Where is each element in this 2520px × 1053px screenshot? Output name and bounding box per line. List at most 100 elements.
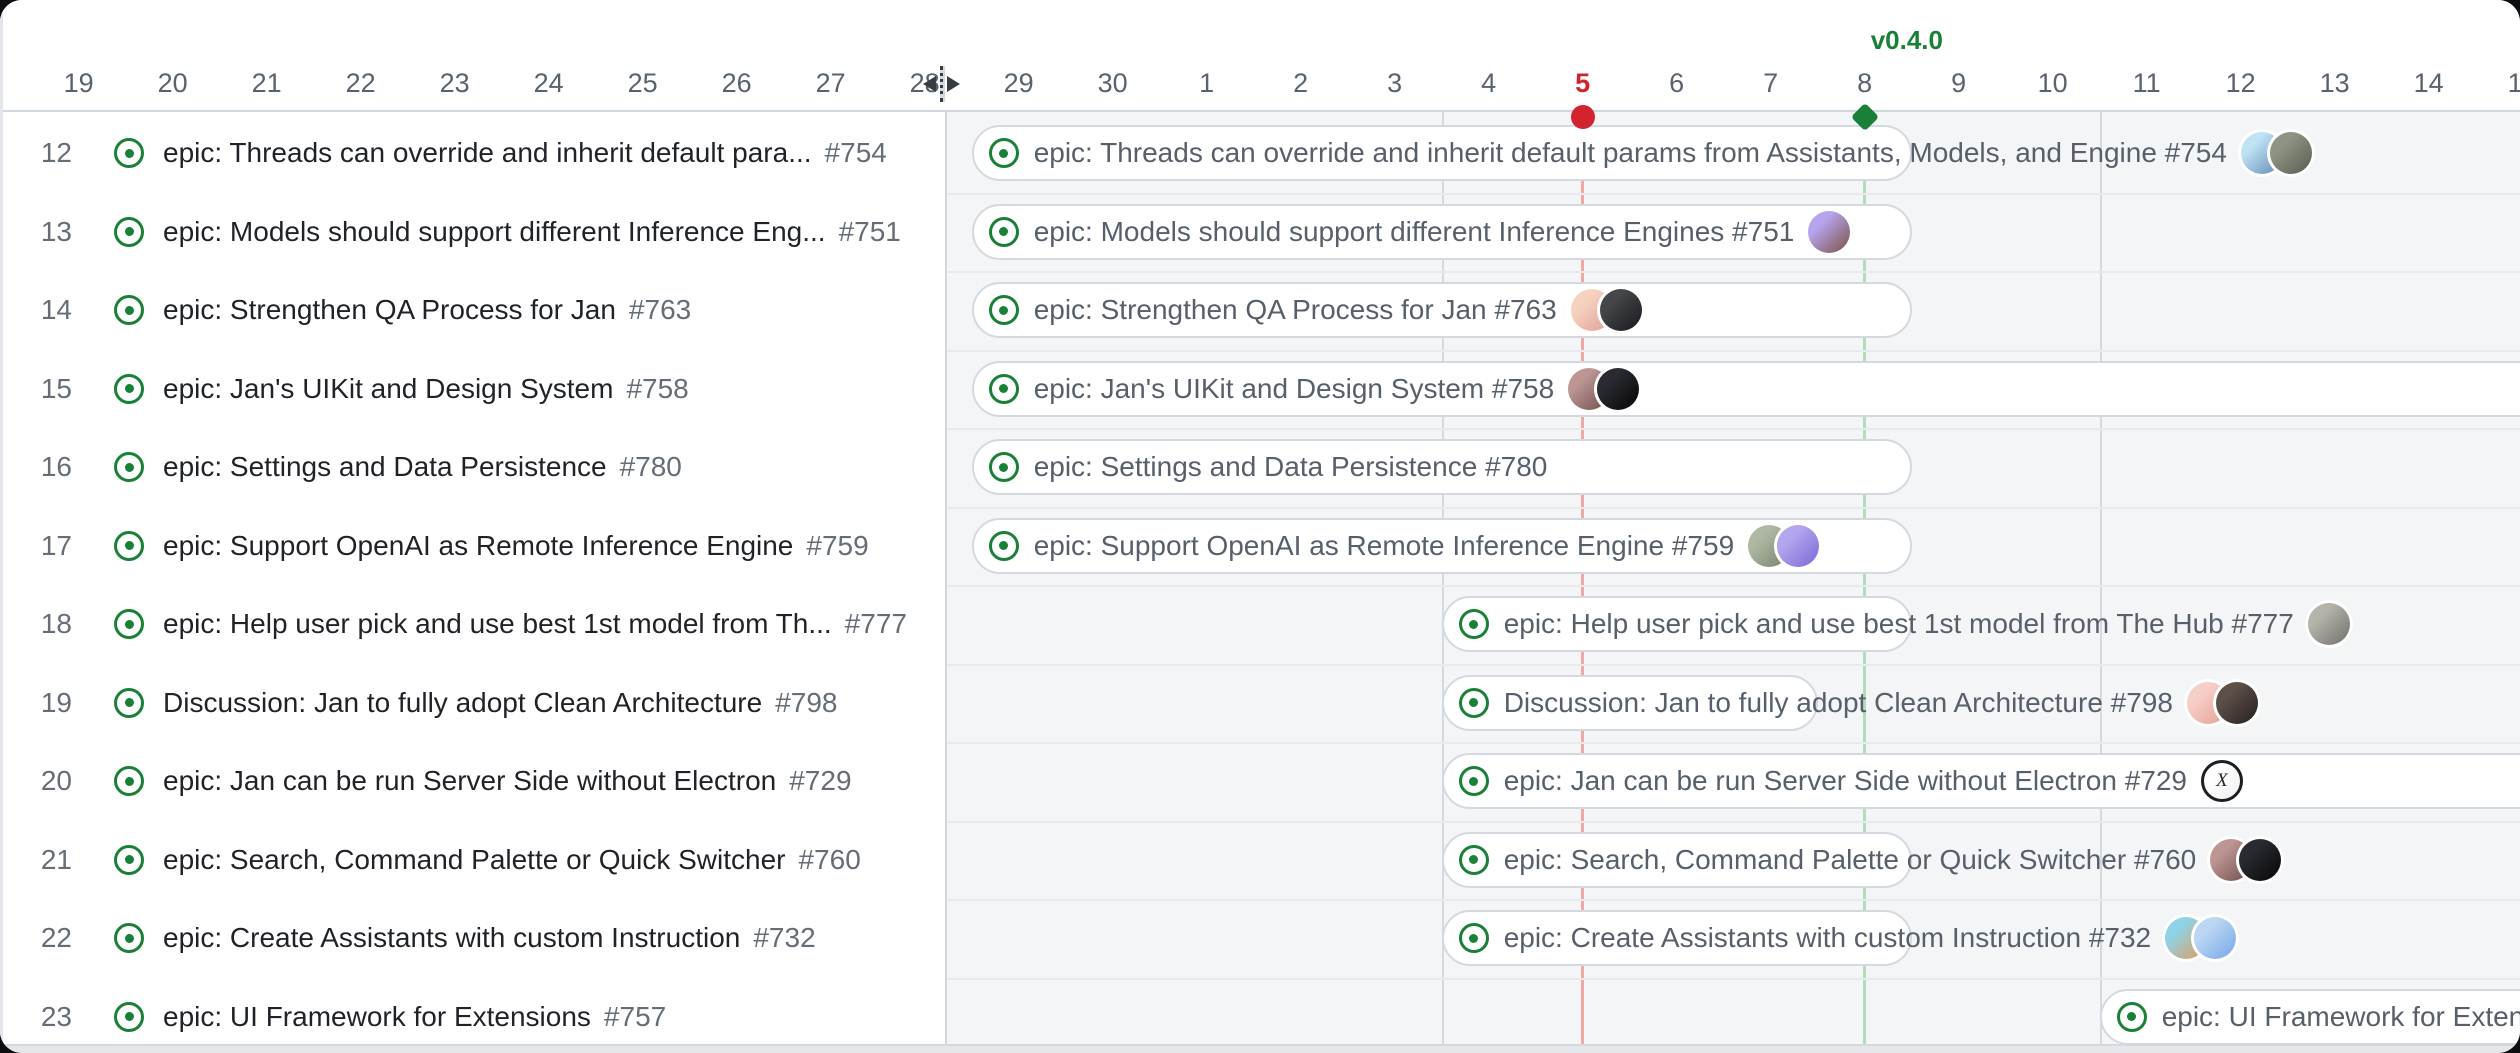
day-header-23: 23 (439, 68, 470, 98)
timeline-row (947, 350, 2520, 430)
bar-title: epic: Help user pick and use best 1st mo… (1503, 608, 2294, 639)
table-row-780[interactable]: 16 epic: Settings and Data Persistence #78… (0, 428, 945, 509)
issue-title[interactable]: epic: Settings and Data Persistence (163, 451, 607, 483)
day-header-26: 26 (721, 68, 752, 98)
timeline-bar-757[interactable]: epic: UI Framework for Extensions #757 (2099, 988, 2520, 1045)
open-issue-icon (988, 373, 1019, 404)
table-row-754[interactable]: 12 epic: Threads can override and inherit… (0, 114, 945, 195)
assignee-avatars (1568, 367, 1640, 410)
timeline-bar-732[interactable]: epic: Create Assistants with custom Inst… (1441, 910, 2237, 966)
table-row-732[interactable]: 22 epic: Create Assistants with custom In… (0, 899, 945, 980)
open-issue-icon (114, 216, 144, 247)
issue-title[interactable]: epic: UI Framework for Extensions (163, 1000, 591, 1032)
row-number: 15 (40, 372, 72, 404)
timeline-row (947, 899, 2520, 980)
day-header-8: 8 (1857, 68, 1873, 98)
issue-title[interactable]: epic: Models should support different In… (163, 215, 826, 247)
open-issue-icon (1458, 923, 1489, 953)
day-header-20: 20 (157, 68, 188, 98)
open-issue-icon (114, 1001, 144, 1032)
timeline-row (947, 821, 2520, 901)
avatar (1597, 367, 1640, 410)
issue-title[interactable]: epic: Create Assistants with custom Inst… (163, 922, 741, 954)
timeline-row (947, 114, 2520, 195)
table-row-729[interactable]: 20 epic: Jan can be run Server Side witho… (0, 742, 945, 823)
row-number: 13 (40, 215, 72, 247)
issue-title[interactable]: epic: Help user pick and use best 1st mo… (163, 608, 832, 640)
table-row-763[interactable]: 14 epic: Strengthen QA Process for Jan #76… (0, 271, 945, 352)
timeline-bar-760[interactable]: epic: Search, Command Palette or Quick S… (1441, 831, 2282, 888)
timeline-row (947, 507, 2520, 587)
timeline-canvas[interactable]: epic: Threads can override and inherit d… (947, 112, 2520, 1046)
table-row-751[interactable]: 13 epic: Models should support different … (0, 192, 945, 273)
day-header-10: 10 (2037, 68, 2068, 98)
assignee-avatars (1570, 289, 1642, 331)
issues-table: 12 epic: Threads can override and inherit… (0, 112, 947, 1046)
timeline-bar-754[interactable]: epic: Threads can override and inherit d… (971, 125, 2312, 181)
issue-number: #757 (603, 1000, 667, 1032)
issue-number: #780 (619, 451, 682, 483)
timeline-bar-777[interactable]: epic: Help user pick and use best 1st mo… (1441, 596, 2350, 652)
open-issue-icon (988, 216, 1019, 247)
open-issue-icon (114, 373, 144, 404)
day-header-13: 13 (2319, 68, 2350, 98)
table-row-760[interactable]: 21 epic: Search, Command Palette or Quick… (0, 820, 945, 901)
timeline-bar-798[interactable]: Discussion: Jan to fully adopt Clean Arc… (1441, 674, 2258, 731)
open-issue-icon (114, 530, 144, 561)
open-issue-icon (1458, 609, 1489, 639)
issue-title[interactable]: epic: Jan can be run Server Side without… (163, 765, 777, 797)
milestone-vertical-line (1863, 112, 1867, 1046)
open-issue-icon (1458, 844, 1489, 875)
open-issue-icon (988, 295, 1019, 325)
timeline-bar-729[interactable]: epic: Jan can be run Server Side without… (1441, 753, 2520, 809)
day-header-30: 30 (1097, 68, 1128, 98)
assignee-avatars (2240, 132, 2312, 174)
issue-title[interactable]: epic: Support OpenAI as Remote Inference… (163, 529, 794, 561)
bar-title: Discussion: Jan to fully adopt Clean Arc… (1503, 686, 2173, 718)
issue-title[interactable]: epic: Search, Command Palette or Quick S… (163, 843, 786, 875)
table-row-758[interactable]: 15 epic: Jan's UIKit and Design System #75… (0, 349, 945, 430)
table-row-777[interactable]: 18 epic: Help user pick and use best 1st … (0, 585, 945, 666)
day-header-6: 6 (1669, 68, 1685, 98)
bar-title: epic: Models should support different In… (1033, 215, 1795, 247)
day-header-22: 22 (345, 68, 376, 98)
issue-title[interactable]: epic: Threads can override and inherit d… (163, 137, 812, 169)
window-bottom-edge (0, 1044, 2520, 1053)
avatar (2194, 917, 2237, 959)
week-separator-line (1441, 112, 1444, 1046)
table-row-759[interactable]: 17 epic: Support OpenAI as Remote Inferen… (0, 506, 945, 587)
issue-number: #777 (844, 608, 907, 640)
timeline-row (947, 664, 2520, 744)
timeline-row (947, 428, 2520, 509)
day-header-2: 2 (1293, 68, 1309, 98)
open-issue-icon (114, 923, 144, 954)
timeline-bar-780[interactable]: epic: Settings and Data Persistence #780 (971, 439, 1912, 495)
issue-title[interactable]: epic: Strengthen QA Process for Jan (163, 294, 616, 326)
row-number: 16 (40, 451, 72, 483)
day-header-7: 7 (1763, 68, 1779, 98)
open-issue-icon (114, 766, 144, 797)
timeline-bar-758[interactable]: epic: Jan's UIKit and Design System #758 (971, 360, 2520, 417)
issue-number: #759 (806, 529, 869, 561)
assignee-avatars (2210, 838, 2282, 881)
timeline-bar-763[interactable]: epic: Strengthen QA Process for Jan #763 (971, 282, 1912, 338)
open-issue-icon (114, 295, 144, 326)
bar-title: epic: Threads can override and inherit d… (1033, 137, 2227, 168)
issue-title[interactable]: Discussion: Jan to fully adopt Clean Arc… (163, 686, 763, 718)
timeline-bar-751[interactable]: epic: Models should support different In… (971, 203, 1912, 260)
table-row-757[interactable]: 23 epic: UI Framework for Extensions #757 (0, 977, 945, 1046)
day-header-27: 27 (815, 68, 846, 98)
issue-title[interactable]: epic: Jan's UIKit and Design System (163, 372, 614, 404)
open-issue-icon (988, 452, 1019, 482)
table-row-798[interactable]: 19 Discussion: Jan to fully adopt Clean A… (0, 663, 945, 744)
day-header-15: 15 (2507, 68, 2520, 98)
bar-title: epic: Support OpenAI as Remote Inference… (1033, 529, 1735, 561)
assignee-avatars (2186, 681, 2258, 724)
timeline-bar-759[interactable]: epic: Support OpenAI as Remote Inference… (971, 517, 1912, 574)
assignee-avatars (1748, 524, 1820, 567)
assignee-avatars (2165, 917, 2237, 959)
day-header-25: 25 (627, 68, 658, 98)
issue-number: #763 (628, 294, 692, 326)
open-issue-icon (1458, 766, 1489, 796)
issue-number: #729 (789, 765, 852, 797)
